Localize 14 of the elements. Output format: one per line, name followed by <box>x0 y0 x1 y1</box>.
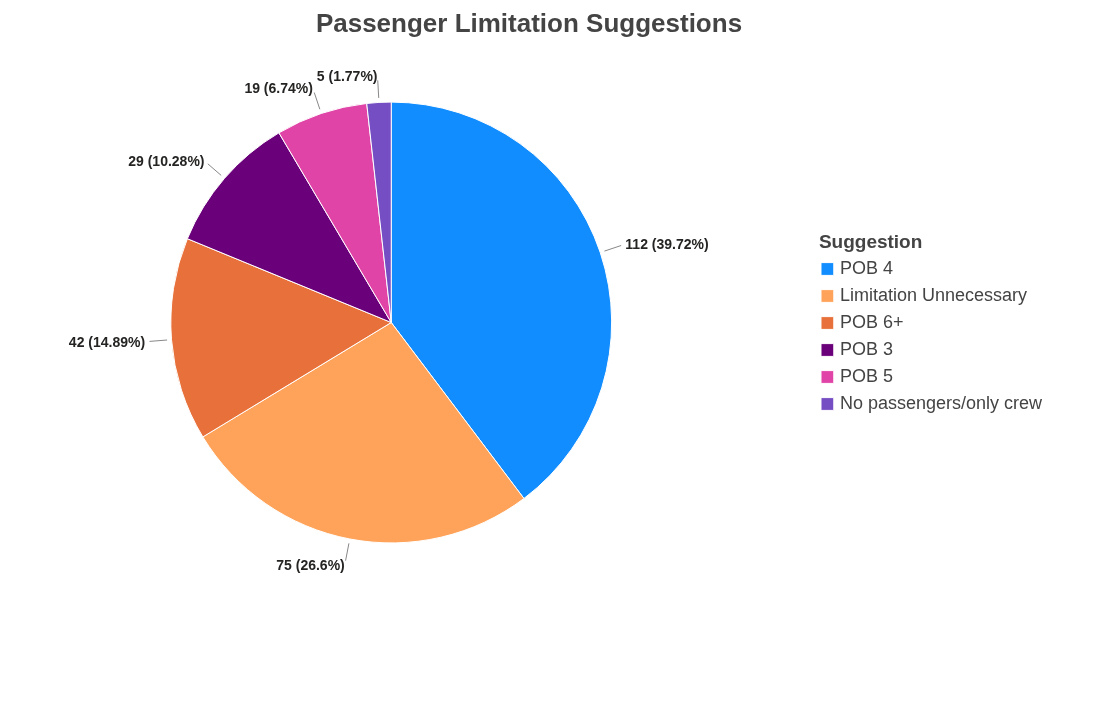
data-label: 42 (14.89%) <box>68 333 146 350</box>
data-label: 19 (6.74%) <box>244 80 313 97</box>
data-label: 5 (1.77%) <box>316 67 378 84</box>
legend-title: Suggestion <box>818 230 924 253</box>
legend-label: Limitation Unnecessary <box>839 284 1027 306</box>
data-label: 29 (10.28%) <box>128 152 205 169</box>
legend-label: POB 5 <box>839 365 893 387</box>
chart-title: Passenger Limitation Suggestions <box>315 7 743 38</box>
legend-label: POB 3 <box>839 338 893 360</box>
legend-label: No passengers/only crew <box>839 392 1042 414</box>
data-label: 112 (39.72%) <box>625 236 709 253</box>
legend-label: POB 6+ <box>839 311 904 333</box>
data-label: 75 (26.6%) <box>276 557 345 574</box>
legend-label: POB 4 <box>839 257 893 279</box>
